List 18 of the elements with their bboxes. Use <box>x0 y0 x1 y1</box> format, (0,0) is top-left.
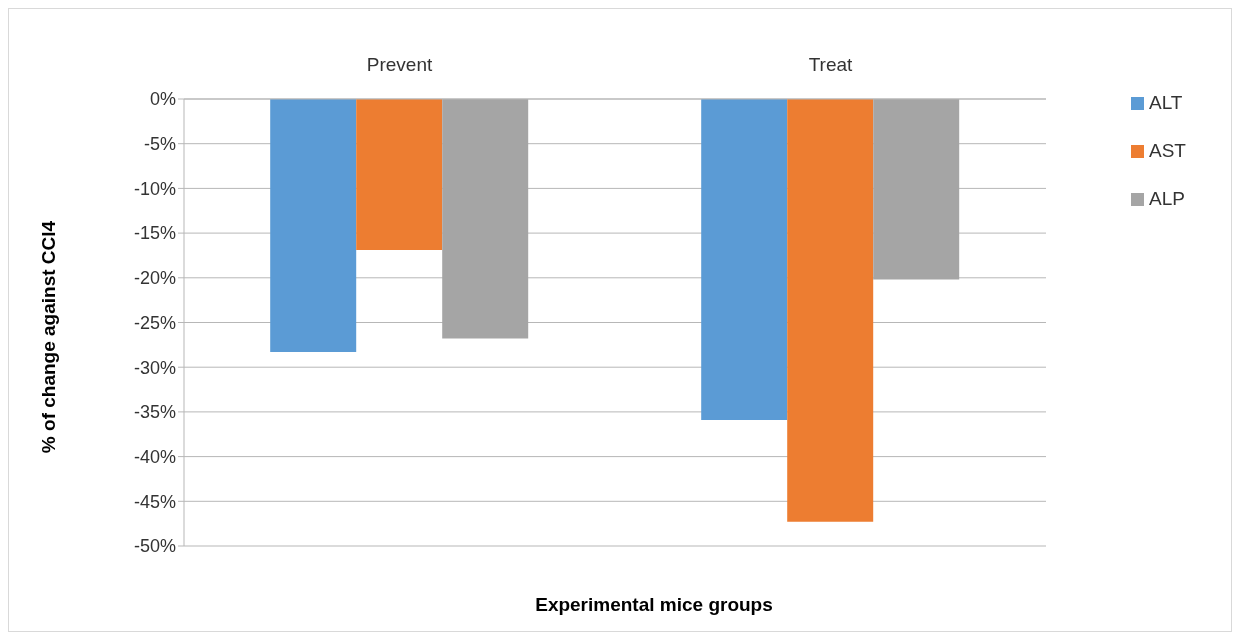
y-tick-label: 0% <box>149 89 176 110</box>
x-axis-title: Experimental mice groups <box>534 594 774 616</box>
y-tick-label: -15% <box>133 223 176 244</box>
y-tick-label: -35% <box>133 402 176 423</box>
legend-label: ALT <box>1149 92 1183 114</box>
x-tick-label: Prevent <box>366 54 433 75</box>
x-tick-label: Treat <box>808 54 854 75</box>
y-tick-label: -50% <box>133 536 176 557</box>
legend-label: ALP <box>1149 188 1185 210</box>
legend-label: AST <box>1149 140 1186 162</box>
y-tick-label: -5% <box>143 134 176 155</box>
y-tick-label: -40% <box>133 446 176 467</box>
y-axis-title: % of change against CCl4 <box>38 220 60 454</box>
y-tick-label: -10% <box>133 178 176 199</box>
y-tick-label: -20% <box>133 268 176 289</box>
y-tick-label: -45% <box>133 491 176 512</box>
y-tick-label: -25% <box>133 312 176 333</box>
y-tick-label: -30% <box>133 357 176 378</box>
